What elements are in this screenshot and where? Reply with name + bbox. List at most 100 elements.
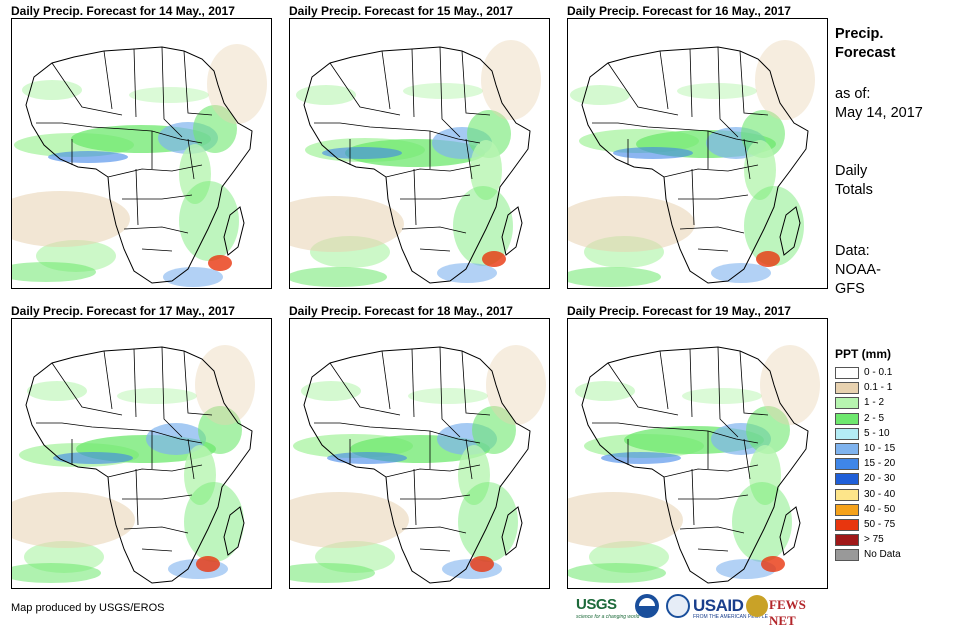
rain-area (682, 388, 762, 404)
rain-area (22, 80, 82, 100)
forecast-panel-1: Daily Precip. Forecast for 14 May., 2017 (11, 4, 272, 289)
rain-area (48, 151, 128, 163)
forecast-panel-5: Daily Precip. Forecast for 18 May., 2017 (289, 304, 550, 589)
africa-map (12, 345, 255, 584)
fews-net-logo: FEWS NET (769, 597, 806, 628)
rain-area (27, 381, 87, 401)
country-border (385, 464, 481, 478)
country-border (717, 346, 739, 438)
country-border (381, 350, 391, 410)
daily-line-2: Totals (835, 182, 873, 198)
rain-area (290, 267, 387, 287)
country-border (123, 526, 189, 534)
country-border (36, 122, 203, 144)
rain-area (613, 147, 693, 159)
country-border (183, 350, 213, 416)
africa-coastline (581, 46, 809, 284)
data-line-3: GFS (835, 281, 865, 297)
rain-area (761, 556, 785, 572)
country-border (678, 194, 749, 200)
country-border (743, 438, 751, 480)
legend-label: 20 - 30 (864, 473, 896, 485)
madagascar-outline (223, 506, 245, 556)
country-border (122, 494, 193, 500)
noaa-logo-icon (635, 594, 659, 618)
rain-area (408, 388, 488, 404)
legend-label: 50 - 75 (864, 518, 896, 530)
country-border (103, 350, 113, 410)
africa-coastline (25, 46, 253, 284)
sidebar-asof: as of: May 14, 2017 (835, 85, 923, 123)
sidebar-data-source: Data: NOAA- GFS (835, 242, 881, 299)
asof-date: May 14, 2017 (835, 105, 923, 121)
legend-label: 0.1 - 1 (864, 382, 893, 394)
legend-label: No Data (864, 549, 901, 561)
rain-area (575, 381, 635, 401)
panel-title: Daily Precip. Forecast for 17 May., 2017 (11, 304, 235, 318)
country-border (103, 50, 113, 110)
legend-swatch (835, 518, 859, 531)
africa-map (12, 44, 267, 287)
country-border (161, 346, 183, 438)
panel-title: Daily Precip. Forecast for 16 May., 2017 (567, 4, 791, 18)
country-border (183, 50, 213, 116)
panel-title: Daily Precip. Forecast for 18 May., 2017 (289, 304, 513, 318)
rain-area (486, 345, 546, 425)
rain-area (732, 482, 792, 562)
country-border (187, 138, 195, 180)
legend-swatch (835, 397, 859, 410)
usaid-logo: USAID (693, 596, 744, 615)
country-border (678, 494, 749, 500)
fews-net-emblem-icon (746, 595, 768, 617)
sidebar-title: Precip. Forecast (835, 25, 895, 63)
rain-area (470, 556, 494, 572)
rain-area (760, 345, 820, 425)
country-border (739, 350, 769, 416)
forecast-panel-6: Daily Precip. Forecast for 19 May., 2017 (567, 304, 828, 589)
country-border (679, 226, 745, 234)
country-border (419, 248, 451, 252)
rain-area (179, 181, 239, 261)
rain-area (129, 87, 209, 103)
legend-swatch (835, 458, 859, 471)
forecast-panel-2: Daily Precip. Forecast for 15 May., 2017 (289, 4, 550, 289)
country-border (385, 164, 481, 178)
country-border (743, 138, 751, 180)
country-border (691, 168, 695, 226)
country-border (663, 464, 759, 478)
country-border (413, 168, 417, 226)
country-border (141, 248, 173, 252)
legend-swatch (835, 534, 859, 547)
africa-coastline (25, 346, 253, 584)
rain-area (744, 140, 776, 200)
africa-coastline (303, 46, 531, 284)
rain-area (711, 263, 771, 283)
rain-area (12, 191, 130, 247)
country-border (697, 548, 729, 552)
madagascar-outline (779, 206, 801, 256)
legend-swatch (835, 473, 859, 486)
country-border (465, 138, 473, 180)
legend-label: 1 - 2 (864, 397, 885, 409)
country-border (123, 226, 189, 234)
country-border (135, 168, 139, 226)
country-border (135, 468, 139, 526)
precip-map (289, 18, 550, 289)
legend-swatch (835, 427, 859, 440)
legend-label: 40 - 50 (864, 503, 896, 515)
country-border (663, 164, 759, 178)
usaid-tagline: FROM THE AMERICAN PEOPLE (693, 614, 768, 620)
country-border (439, 46, 461, 138)
rain-area (146, 423, 206, 455)
usaid-seal-icon (666, 594, 690, 618)
legend-label: 2 - 5 (864, 412, 885, 424)
daily-line-1: Daily (835, 163, 868, 179)
usgs-logo: USGS (576, 596, 617, 613)
legend-swatch (835, 488, 859, 501)
madagascar-outline (779, 506, 801, 556)
country-border (592, 422, 759, 444)
country-border (691, 468, 695, 526)
africa-coastline (303, 346, 531, 584)
country-border (689, 348, 693, 418)
legend-label: > 75 (864, 534, 884, 546)
